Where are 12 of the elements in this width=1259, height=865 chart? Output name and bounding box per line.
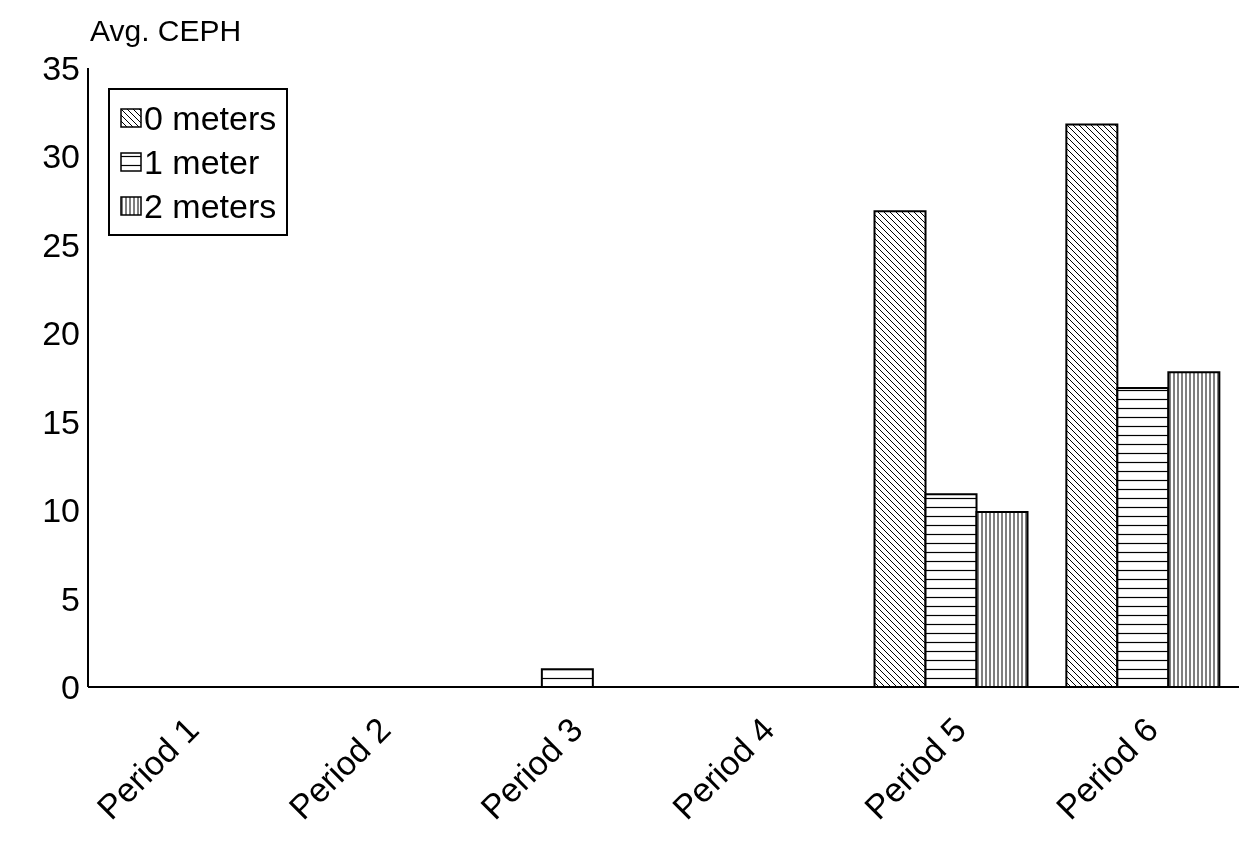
y-tick-label: 10 [42,491,80,530]
y-tick-label: 30 [42,137,80,176]
y-tick-label: 5 [61,579,80,618]
y-tick-label: 15 [42,402,80,441]
legend-label: 0 meters [144,98,277,139]
legend-label: 1 meter [144,142,260,183]
y-tick-label: 25 [42,225,80,264]
legend-label: 2 meters [144,186,277,227]
y-tick-label: 20 [42,314,80,353]
y-tick-label: 35 [42,49,80,88]
y-tick-label: 0 [61,668,80,707]
y-axis-title: Avg. CEPH [90,14,242,48]
